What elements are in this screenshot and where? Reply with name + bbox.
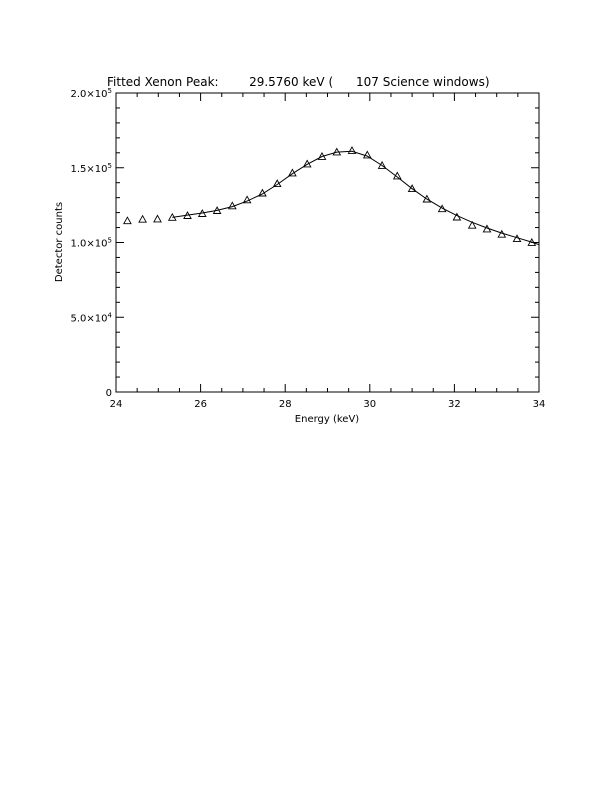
data-point-triangle xyxy=(467,220,477,229)
y-tick-mantissa: 1.5×10 xyxy=(71,164,108,175)
x-axis-label: Energy (keV) xyxy=(295,414,360,425)
major-ticks xyxy=(115,92,540,393)
y-axis-label: Detector counts xyxy=(54,202,65,282)
data-point-triangle xyxy=(362,150,372,159)
y-tick-label: 2.0×105 xyxy=(71,87,112,100)
y-tick-exponent: 5 xyxy=(108,87,112,95)
y-tick-label: 1.5×105 xyxy=(71,162,112,175)
y-tick-mantissa: 5.0×10 xyxy=(71,313,108,324)
data-point-triangle xyxy=(377,160,387,169)
y-tick-exponent: 5 xyxy=(108,237,112,245)
fit-curve xyxy=(172,150,540,246)
x-tick-label: 30 xyxy=(363,399,376,410)
y-tick-mantissa: 2.0×10 xyxy=(71,89,108,100)
data-point-triangle xyxy=(422,194,432,203)
y-tick-exponent: 4 xyxy=(108,311,113,319)
x-tick-labels: 24 26 28 30 32 34 xyxy=(110,399,546,410)
x-tick-label: 28 xyxy=(279,399,292,410)
y-tick-label: 1.0×105 xyxy=(71,237,112,250)
data-point-triangle xyxy=(138,214,147,223)
data-point-triangle xyxy=(347,146,357,154)
x-tick-label: 26 xyxy=(194,399,207,410)
plot-frame xyxy=(115,92,540,393)
data-point-triangle xyxy=(407,184,417,193)
y-tick-mantissa: 0 xyxy=(106,388,112,399)
data-point-triangle xyxy=(527,237,537,246)
data-point-triangle xyxy=(153,214,162,223)
data-point-triangle xyxy=(242,195,252,204)
data-point-triangle xyxy=(123,216,132,225)
plot-area-frame xyxy=(115,92,540,393)
series-layer xyxy=(123,146,540,246)
chart-title: Fitted Xenon Peak: 29.5760 keV ( 107 Sci… xyxy=(107,75,490,89)
minor-ticks xyxy=(116,93,539,392)
y-tick-label: 0 xyxy=(106,388,112,399)
y-tick-mantissa: 1.0×10 xyxy=(71,239,108,250)
x-tick-label: 32 xyxy=(448,399,461,410)
x-tick-label: 34 xyxy=(533,399,546,410)
x-tick-label: 24 xyxy=(110,399,123,410)
y-tick-exponent: 5 xyxy=(108,162,112,170)
y-tick-label: 5.0×104 xyxy=(71,311,113,324)
